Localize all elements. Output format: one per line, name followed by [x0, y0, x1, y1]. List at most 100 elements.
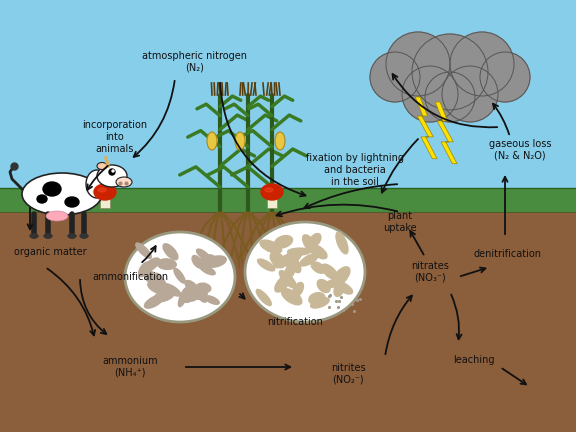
- Ellipse shape: [194, 288, 207, 299]
- Ellipse shape: [293, 283, 304, 297]
- Ellipse shape: [44, 234, 52, 238]
- Ellipse shape: [282, 289, 302, 305]
- Ellipse shape: [200, 255, 216, 265]
- Text: fixation by lightning
and bacteria
in the soil: fixation by lightning and bacteria in th…: [306, 153, 404, 187]
- Ellipse shape: [317, 280, 330, 292]
- Ellipse shape: [256, 289, 271, 305]
- Ellipse shape: [196, 249, 210, 260]
- Ellipse shape: [145, 271, 158, 283]
- Bar: [0, 0, 576, 210]
- Text: leaching: leaching: [453, 355, 495, 365]
- Circle shape: [450, 32, 514, 96]
- Ellipse shape: [174, 268, 185, 283]
- Ellipse shape: [310, 245, 327, 259]
- Ellipse shape: [275, 274, 291, 292]
- Ellipse shape: [336, 232, 348, 254]
- Circle shape: [402, 66, 458, 122]
- Ellipse shape: [311, 262, 325, 273]
- Ellipse shape: [162, 283, 181, 296]
- Ellipse shape: [97, 165, 127, 187]
- Ellipse shape: [325, 280, 342, 287]
- Ellipse shape: [287, 254, 301, 273]
- Ellipse shape: [98, 188, 106, 192]
- Ellipse shape: [30, 234, 38, 238]
- Ellipse shape: [145, 295, 163, 308]
- Ellipse shape: [155, 273, 167, 291]
- Ellipse shape: [279, 270, 296, 288]
- Ellipse shape: [332, 267, 350, 286]
- Ellipse shape: [148, 282, 164, 294]
- Bar: [0, 188, 576, 212]
- Ellipse shape: [321, 264, 338, 280]
- Ellipse shape: [275, 235, 293, 248]
- Ellipse shape: [274, 254, 293, 268]
- Ellipse shape: [46, 211, 68, 221]
- Ellipse shape: [65, 197, 79, 207]
- Text: nitrites
(NO₂⁻): nitrites (NO₂⁻): [331, 363, 365, 385]
- Text: plant
uptake: plant uptake: [383, 211, 417, 233]
- Ellipse shape: [37, 195, 47, 203]
- Ellipse shape: [275, 132, 285, 150]
- Ellipse shape: [196, 286, 207, 302]
- Ellipse shape: [300, 254, 319, 266]
- Text: organic matter: organic matter: [14, 247, 86, 257]
- Circle shape: [370, 52, 420, 102]
- Ellipse shape: [192, 255, 203, 268]
- Ellipse shape: [308, 234, 321, 248]
- Ellipse shape: [235, 132, 245, 150]
- Ellipse shape: [116, 177, 132, 187]
- Ellipse shape: [183, 289, 194, 302]
- Circle shape: [112, 170, 114, 172]
- Ellipse shape: [205, 296, 219, 304]
- Ellipse shape: [80, 234, 88, 238]
- Circle shape: [109, 169, 115, 175]
- Ellipse shape: [200, 265, 215, 275]
- Circle shape: [442, 66, 498, 122]
- Ellipse shape: [334, 281, 344, 296]
- Ellipse shape: [335, 282, 353, 294]
- Ellipse shape: [185, 280, 199, 295]
- Bar: [0, 210, 576, 432]
- Text: nitrates
(NO₃⁻): nitrates (NO₃⁻): [411, 261, 449, 283]
- Ellipse shape: [196, 283, 211, 293]
- Ellipse shape: [179, 288, 188, 307]
- Ellipse shape: [261, 184, 283, 200]
- Ellipse shape: [270, 252, 285, 268]
- Ellipse shape: [43, 182, 61, 196]
- Ellipse shape: [207, 132, 217, 150]
- Text: atmospheric nitrogen
(N₂): atmospheric nitrogen (N₂): [142, 51, 248, 73]
- Text: denitrification: denitrification: [474, 249, 542, 259]
- Ellipse shape: [68, 234, 76, 238]
- Ellipse shape: [205, 256, 226, 267]
- Ellipse shape: [125, 232, 235, 322]
- Ellipse shape: [136, 243, 151, 258]
- Ellipse shape: [139, 262, 150, 276]
- Polygon shape: [415, 97, 437, 159]
- Ellipse shape: [154, 290, 175, 302]
- Ellipse shape: [163, 244, 178, 260]
- Text: incorporation
into
animals: incorporation into animals: [82, 121, 147, 154]
- Ellipse shape: [245, 222, 365, 322]
- Circle shape: [386, 32, 450, 96]
- Ellipse shape: [309, 292, 325, 305]
- Ellipse shape: [260, 240, 282, 253]
- Text: gaseous loss
(N₂ & N₂O): gaseous loss (N₂ & N₂O): [489, 139, 551, 161]
- Ellipse shape: [143, 258, 160, 272]
- Circle shape: [480, 52, 530, 102]
- Bar: [100, 194, 110, 208]
- Bar: [267, 194, 277, 208]
- Circle shape: [425, 72, 475, 122]
- Text: ammonium
(NH₄⁺): ammonium (NH₄⁺): [102, 356, 158, 378]
- Ellipse shape: [257, 259, 275, 271]
- Text: nitrification: nitrification: [267, 317, 323, 327]
- Ellipse shape: [97, 162, 107, 169]
- Ellipse shape: [310, 298, 329, 308]
- Ellipse shape: [287, 248, 310, 255]
- Ellipse shape: [302, 235, 317, 253]
- Ellipse shape: [157, 259, 176, 270]
- Ellipse shape: [284, 261, 296, 281]
- Ellipse shape: [86, 170, 108, 198]
- Ellipse shape: [22, 173, 102, 215]
- Circle shape: [412, 34, 488, 110]
- Ellipse shape: [94, 184, 116, 200]
